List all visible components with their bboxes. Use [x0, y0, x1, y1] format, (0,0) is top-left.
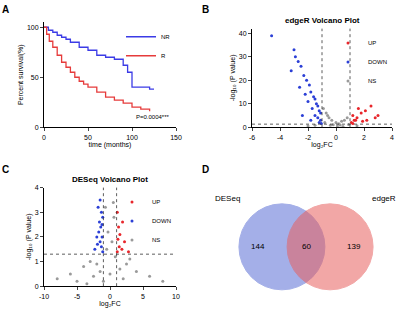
svg-text:0: 0	[243, 124, 247, 131]
svg-text:100: 100	[126, 134, 138, 141]
svg-text:-2: -2	[305, 134, 311, 141]
svg-text:-6: -6	[249, 134, 255, 141]
svg-text:30: 30	[239, 53, 247, 60]
svg-text:4: 4	[35, 184, 39, 191]
svg-text:P=0.0004***: P=0.0004***	[136, 114, 170, 120]
svg-text:time (months): time (months)	[89, 141, 132, 149]
svg-text:UP: UP	[152, 199, 160, 205]
svg-text:3: 3	[35, 209, 39, 216]
svg-text:-4: -4	[277, 134, 283, 141]
svg-text:B: B	[202, 4, 209, 15]
svg-text:log₂FC: log₂FC	[99, 300, 120, 308]
svg-text:UP: UP	[368, 40, 376, 46]
svg-text:60: 60	[302, 242, 311, 251]
svg-text:1: 1	[35, 258, 39, 265]
svg-text:10: 10	[172, 293, 180, 300]
svg-text:139: 139	[347, 242, 361, 251]
svg-text:DESeq: DESeq	[215, 194, 240, 203]
svg-text:50: 50	[84, 134, 92, 141]
svg-text:DOWN: DOWN	[368, 59, 387, 65]
svg-text:DESeq Volcano Plot: DESeq Volcano Plot	[72, 175, 148, 184]
svg-text:D: D	[202, 164, 209, 175]
svg-text:Percent survival(%): Percent survival(%)	[17, 44, 25, 105]
svg-text:0: 0	[35, 124, 39, 131]
svg-text:NS: NS	[368, 78, 376, 84]
svg-text:C: C	[2, 164, 9, 175]
svg-text:2: 2	[35, 233, 39, 240]
svg-text:10: 10	[239, 100, 247, 107]
svg-text:5: 5	[141, 293, 145, 300]
svg-text:edgeR Volcano Plot: edgeR Volcano Plot	[285, 16, 360, 25]
svg-text:144: 144	[251, 242, 265, 251]
svg-text:0: 0	[334, 134, 338, 141]
svg-text:NR: NR	[161, 34, 170, 40]
svg-text:edgeR: edgeR	[372, 194, 396, 203]
svg-text:0: 0	[108, 293, 112, 300]
svg-text:0: 0	[42, 134, 46, 141]
svg-text:log₂FC: log₂FC	[311, 141, 332, 149]
svg-text:0: 0	[35, 283, 39, 290]
svg-text:2: 2	[362, 134, 366, 141]
svg-text:-5: -5	[74, 293, 80, 300]
svg-text:150: 150	[170, 134, 182, 141]
svg-text:A: A	[2, 4, 9, 15]
svg-text:DOWN: DOWN	[152, 218, 171, 224]
svg-text:4: 4	[390, 134, 394, 141]
svg-text:100: 100	[27, 24, 39, 31]
svg-text:40: 40	[239, 30, 247, 37]
svg-text:NS: NS	[152, 237, 160, 243]
svg-text:50: 50	[31, 74, 39, 81]
svg-text:20: 20	[239, 77, 247, 84]
svg-text:-log₁₀ (P value): -log₁₀ (P value)	[229, 55, 237, 102]
svg-text:-log₁₀ (P value): -log₁₀ (P value)	[25, 214, 33, 261]
svg-text:-10: -10	[39, 293, 49, 300]
svg-text:R: R	[161, 53, 166, 59]
